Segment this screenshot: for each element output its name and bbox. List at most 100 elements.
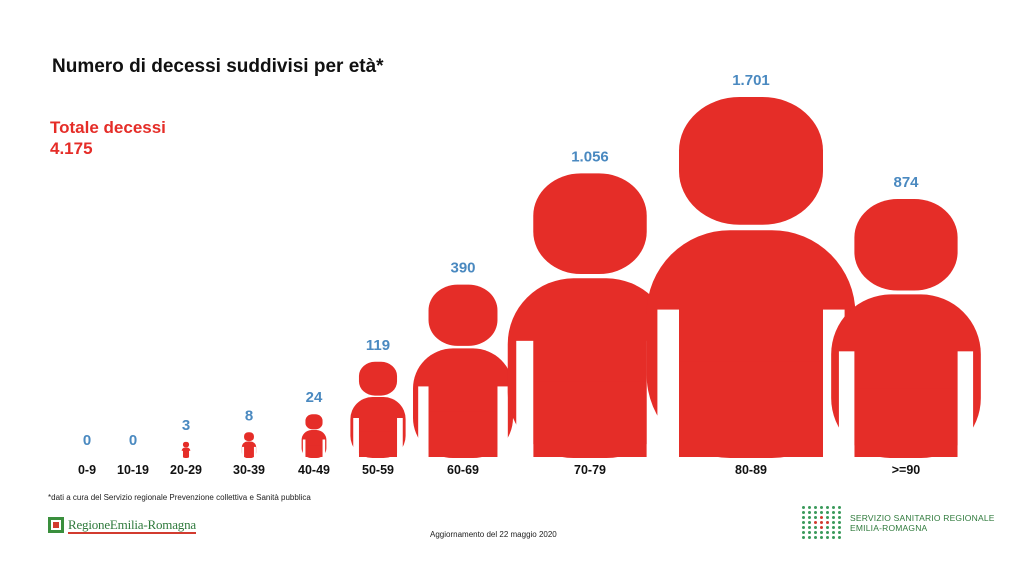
logo-dot [832, 521, 835, 524]
logo-dot [820, 526, 823, 529]
logo-dot [814, 536, 817, 539]
person-head [244, 432, 254, 442]
arm-gap [180, 450, 183, 459]
arm-gap [838, 351, 855, 459]
logo-dot [808, 516, 811, 519]
arm-gap [418, 386, 429, 459]
logo-dot [826, 526, 829, 529]
chart-title: Numero di decessi suddivisi per età* [52, 56, 384, 77]
total-deaths-label: Totale decessi [50, 118, 166, 137]
logo-dot [832, 531, 835, 534]
logo-dot [814, 506, 817, 509]
logo-dot [820, 531, 823, 534]
arm-gap [957, 351, 974, 459]
logo-dot [820, 536, 823, 539]
person-figure-30-39 [241, 432, 257, 459]
person-legs [428, 411, 498, 457]
logo-dot [826, 516, 829, 519]
logo-dot [808, 536, 811, 539]
logo-dot [808, 531, 811, 534]
logo-dot [838, 506, 841, 509]
person-legs [244, 450, 254, 457]
logo-dot [838, 516, 841, 519]
logo-dot [802, 516, 805, 519]
arm-gap [516, 340, 534, 459]
logo-dot [838, 526, 841, 529]
ssr-dots-icon [802, 506, 842, 539]
category-label-20-29: 20-29 [170, 463, 202, 477]
arm-gap [189, 450, 192, 459]
logo-dot [802, 511, 805, 514]
value-label-40-49: 24 [306, 389, 323, 406]
person-head [854, 198, 958, 291]
logo-dot [820, 521, 823, 524]
value-label-50-59: 119 [366, 337, 390, 354]
regione-logo-text: RegioneEmilia-Romagna [68, 516, 196, 534]
person-legs [533, 381, 647, 457]
person-head [428, 284, 498, 346]
arm-gap [302, 439, 306, 459]
logo-dot [820, 506, 823, 509]
person-figure-40-49 [301, 414, 327, 459]
person-figure-60-69 [413, 284, 513, 459]
value-label->=90: 874 [893, 174, 919, 191]
arm-gap [253, 446, 256, 459]
person-figure-50-59 [350, 361, 406, 459]
logo-dot [838, 511, 841, 514]
update-date: Aggiornamento del 22 maggio 2020 [430, 530, 557, 539]
arm-gap [657, 309, 679, 459]
logo-dot [802, 531, 805, 534]
logo-dot [820, 511, 823, 514]
logo-dot [814, 511, 817, 514]
regione-flag-icon [48, 517, 64, 533]
logo-dot [802, 536, 805, 539]
logo-dot [814, 516, 817, 519]
logo-dot [826, 506, 829, 509]
arm-gap [397, 418, 403, 459]
logo-dot [808, 511, 811, 514]
logo-dot [814, 526, 817, 529]
arm-gap [242, 446, 245, 459]
logo-dot [832, 506, 835, 509]
category-label-30-39: 30-39 [233, 463, 265, 477]
logo-dot [802, 526, 805, 529]
logo-dot [838, 536, 841, 539]
category-label->=90: >=90 [892, 463, 921, 477]
logo-dot [802, 506, 805, 509]
logo-dot [826, 521, 829, 524]
person-legs [182, 452, 190, 457]
arm-gap [497, 386, 508, 459]
logo-dot [802, 521, 805, 524]
person-legs [854, 388, 958, 457]
category-label-70-79: 70-79 [574, 463, 606, 477]
regione-emilia-romagna-logo[interactable]: RegioneEmilia-Romagna [48, 514, 196, 536]
category-label-80-89: 80-89 [735, 463, 767, 477]
person-figure-80-89 [646, 97, 856, 459]
value-label-0-9: 0 [83, 432, 91, 449]
ssr-logo-line2: EMILIA-ROMAGNA [850, 522, 928, 533]
logo-dot [808, 521, 811, 524]
logo-dot [832, 536, 835, 539]
logo-dot [814, 531, 817, 534]
deaths-by-age-chart: 0 0-9 0 10-19 3 20-29 8 30-39 24 40-49 119 50-59 390… [78, 72, 981, 477]
person-legs [305, 445, 323, 457]
ssr-logo[interactable]: SERVIZIO SANITARIO REGIONALE EMILIA-ROMA… [802, 506, 995, 539]
logo-dot [826, 536, 829, 539]
logo-dot [814, 521, 817, 524]
person-head [679, 97, 823, 225]
category-label-60-69: 60-69 [447, 463, 479, 477]
category-label-10-19: 10-19 [117, 463, 149, 477]
arm-gap [353, 418, 359, 459]
category-label-40-49: 40-49 [298, 463, 330, 477]
value-label-20-29: 3 [182, 417, 190, 434]
logo-dot [838, 531, 841, 534]
total-deaths-value: 4.175 [50, 139, 93, 158]
logo-dot [808, 526, 811, 529]
value-label-80-89: 1.701 [732, 72, 770, 89]
logo-dot [826, 511, 829, 514]
logo-dot [838, 521, 841, 524]
logo-dot [808, 506, 811, 509]
footnote: *dati a cura del Servizio regionale Prev… [48, 493, 311, 502]
ssr-logo-line1: SERVIZIO SANITARIO REGIONALE [850, 512, 995, 523]
arm-gap [322, 439, 326, 459]
